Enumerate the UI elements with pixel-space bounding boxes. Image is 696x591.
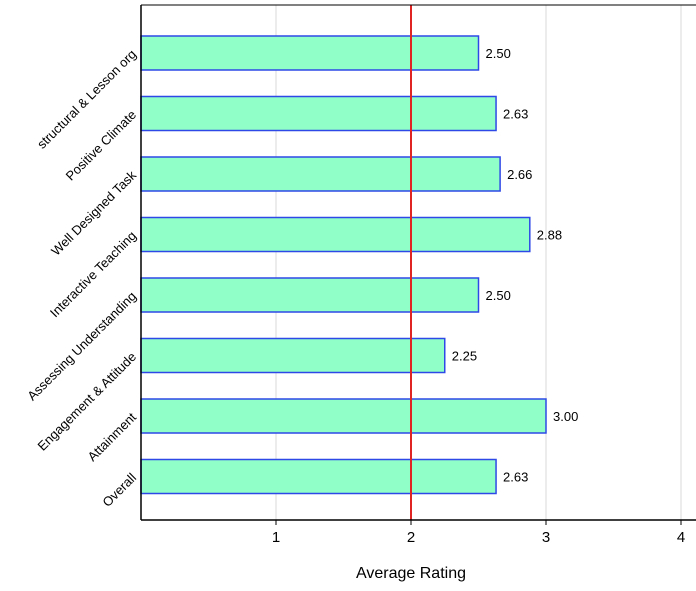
x-tick-label-4: 4 [677,529,685,546]
data-label-5: 2.25 [452,349,477,364]
x-axis-title: Average Rating [356,565,466,582]
data-label-3: 2.88 [537,228,562,243]
category-label-7: Overall [99,470,139,510]
bar-5 [140,337,446,374]
x-tick-label-3: 3 [542,529,550,546]
x-tick-label-1: 1 [272,529,280,546]
category-label-4: Assessing Understanding [24,289,139,404]
x-tick-label-2: 2 [407,529,415,546]
bar-3 [140,216,531,253]
data-label-4: 2.50 [486,288,511,303]
category-label-0: structural & Lesson org [34,47,139,152]
bar-7 [140,458,497,495]
grid-layer [275,5,682,520]
bars-layer [140,35,547,495]
data-label-7: 2.63 [503,470,528,485]
data-label-1: 2.63 [503,107,528,122]
bar-4 [140,277,480,313]
category-label-6: Attainment [85,409,140,464]
bar-2 [140,156,501,192]
category-label-5: Engagement & Attitude [34,349,139,454]
bar-1 [140,95,497,132]
data-label-6: 3.00 [553,409,578,424]
bar-0 [140,35,480,71]
data-label-0: 2.50 [486,46,511,61]
axis-layer: 1 2 3 4 [140,4,696,546]
bar-6 [140,398,547,434]
data-label-2: 2.66 [507,167,532,182]
